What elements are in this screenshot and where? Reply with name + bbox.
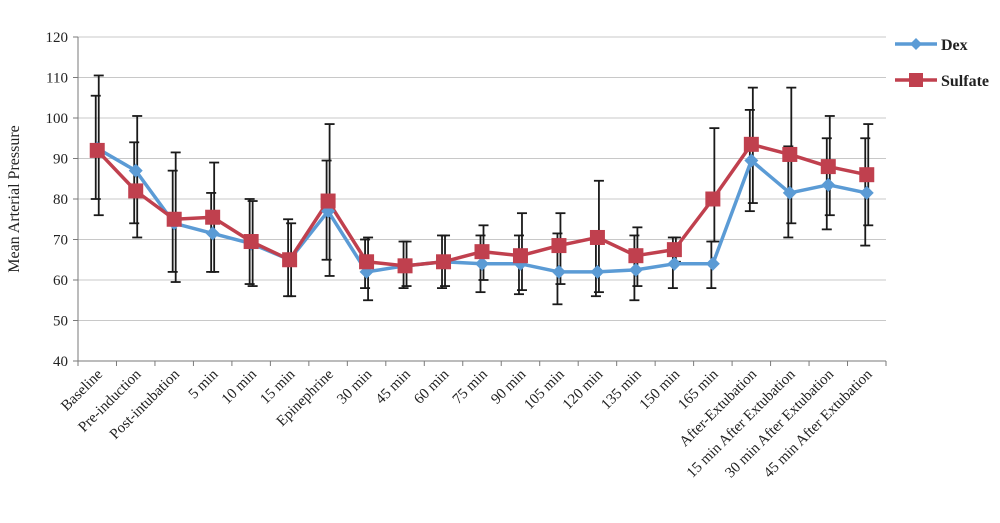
x-tick-label: 150 min — [637, 366, 684, 413]
data-point-dex — [128, 163, 143, 178]
data-point-dex — [744, 153, 759, 168]
x-tick-label: 5 min — [186, 366, 222, 402]
data-point-sulfate — [551, 238, 567, 254]
legend-label-sulfate: Sulfate — [941, 73, 989, 90]
x-tick-label: 30 min — [334, 366, 375, 407]
data-point-dex — [475, 256, 489, 271]
axes — [73, 36, 887, 366]
data-point-sulfate — [859, 167, 875, 183]
data-point-dex — [821, 177, 836, 192]
data-point-sulfate — [474, 244, 490, 260]
data-point-sulfate — [666, 242, 682, 258]
y-tick-label: 60 — [53, 273, 68, 289]
data-point-sulfate — [205, 209, 221, 225]
y-tick-label: 110 — [46, 71, 68, 87]
y-tick-label: 90 — [53, 152, 68, 168]
legend-marker-dex — [910, 38, 922, 50]
x-tick-label: 10 min — [219, 366, 260, 407]
data-point-sulfate — [705, 191, 721, 207]
series-markers — [89, 136, 875, 279]
legend-marker-sulfate — [909, 73, 923, 87]
data-point-sulfate — [282, 252, 298, 268]
data-point-sulfate — [128, 183, 144, 199]
data-point-sulfate — [512, 248, 528, 264]
data-point-sulfate — [628, 248, 644, 264]
data-point-sulfate — [436, 254, 452, 270]
data-point-sulfate — [397, 258, 413, 274]
legend: Dex Sulfate — [895, 37, 989, 90]
data-point-sulfate — [820, 159, 836, 175]
y-tick-label: 40 — [53, 354, 68, 370]
x-tick-label: 75 min — [450, 366, 491, 407]
x-tick-label: Post-intubation — [107, 366, 183, 442]
legend-label-dex: Dex — [941, 37, 968, 54]
data-point-dex — [628, 262, 643, 277]
x-tick-label: 135 min — [598, 366, 645, 413]
data-point-sulfate — [743, 136, 759, 152]
data-point-dex — [667, 256, 682, 271]
data-point-sulfate — [782, 146, 798, 162]
y-axis-title: Mean Arterial Pressure — [6, 125, 23, 273]
data-point-sulfate — [243, 234, 259, 250]
data-point-sulfate — [89, 142, 105, 158]
x-tick-label: 120 min — [560, 366, 607, 413]
data-point-dex — [205, 226, 220, 241]
y-tick-label: 100 — [46, 111, 69, 127]
data-point-sulfate — [320, 193, 336, 209]
y-tick-label: 80 — [53, 192, 68, 208]
gridlines — [78, 36, 886, 362]
data-point-dex — [782, 185, 797, 200]
data-point-dex — [859, 185, 874, 200]
x-tick-label: 60 min — [411, 366, 452, 407]
data-point-sulfate — [166, 211, 182, 227]
data-point-dex — [705, 256, 720, 271]
data-point-sulfate — [589, 229, 605, 245]
y-tick-label: 120 — [46, 30, 69, 46]
y-tick-label: 70 — [53, 233, 68, 249]
x-tick-label: 45 min — [373, 366, 414, 407]
data-point-sulfate — [359, 254, 375, 270]
x-tick-label: 105 min — [521, 366, 568, 413]
y-tick-labels: 40 50 60 70 80 90 100 110 120 — [46, 30, 69, 370]
data-point-dex — [551, 264, 566, 279]
y-tick-label: 50 — [53, 314, 68, 330]
data-point-dex — [590, 264, 605, 279]
